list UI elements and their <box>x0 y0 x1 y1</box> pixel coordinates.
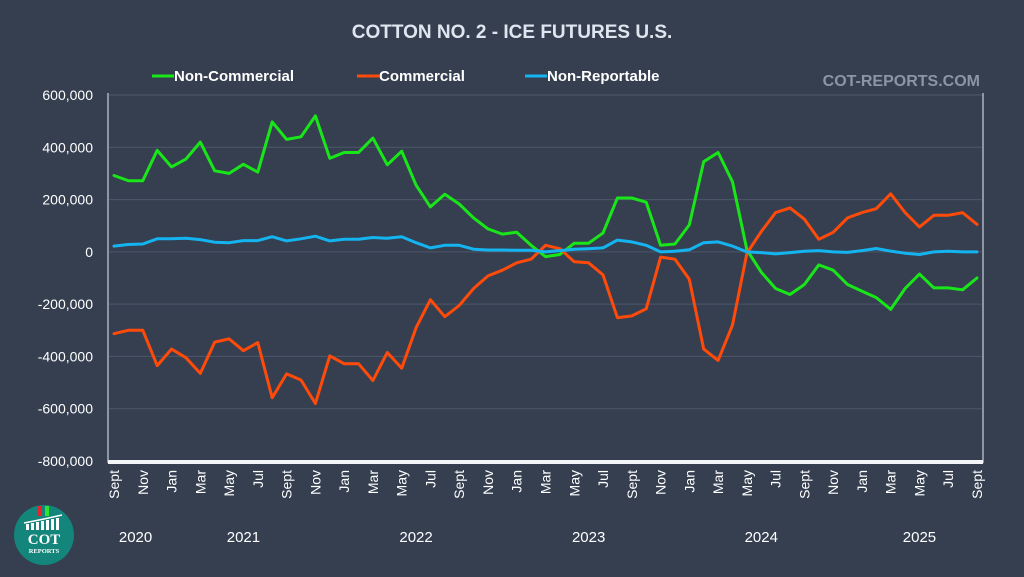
x-tick-label: Jan <box>336 470 352 493</box>
x-tick-label: May <box>221 470 237 496</box>
x-tick-label: Sept <box>796 470 812 499</box>
x-tick-label: Nov <box>653 470 669 495</box>
x-tick-label: Jan <box>854 470 870 493</box>
series-non-reportable <box>112 234 979 256</box>
legend: Non-Commercial Commercial Non-Reportable <box>152 68 660 85</box>
y-tick-label: -400,000 <box>38 348 93 364</box>
year-label: 2022 <box>399 529 432 546</box>
x-tick-label: Nov <box>480 470 496 495</box>
x-tick-label: May <box>739 470 755 496</box>
cot-reports-logo: COT REPORTS <box>14 505 74 565</box>
year-label: 2023 <box>572 529 605 546</box>
y-tick-label: -600,000 <box>38 401 93 417</box>
x-axis-line <box>108 460 983 464</box>
watermark: COT-REPORTS.COM <box>823 73 980 90</box>
y-tick-label: -200,000 <box>38 296 93 312</box>
y-tick-label: -800,000 <box>38 453 93 469</box>
legend-item: Commercial <box>357 68 465 85</box>
x-tick-label: May <box>911 470 927 496</box>
x-tick-label: Mar <box>538 470 554 494</box>
x-tick-label: Jan <box>681 470 697 493</box>
legend-item: Non-Commercial <box>152 68 294 85</box>
x-tick-label: May <box>566 470 582 496</box>
logo-bars-icon <box>23 514 63 530</box>
y-tick-label: 600,000 <box>42 87 93 103</box>
x-tick-label: Sept <box>624 470 640 499</box>
x-tick-label: Jul <box>940 470 956 488</box>
x-tick-label: Sept <box>106 470 122 499</box>
x-tick-label: Mar <box>883 470 899 494</box>
series-lines <box>112 114 979 405</box>
y-tick-label: 200,000 <box>42 192 93 208</box>
series-non-commercial <box>112 114 979 311</box>
plot-frame <box>107 93 984 464</box>
year-label: 2021 <box>227 529 260 546</box>
x-tick-label: Nov <box>135 470 151 495</box>
y-axis: 600,000 400,000 200,000 0 -200,000 -400,000 -6… <box>38 87 93 469</box>
x-tick-label: Jul <box>250 470 266 488</box>
logo-candle-red <box>38 506 42 516</box>
x-tick-label: Nov <box>307 470 323 495</box>
year-label: 2020 <box>119 529 152 546</box>
year-label: 2025 <box>903 529 936 546</box>
chart-title: COTTON NO. 2 - ICE FUTURES U.S. <box>352 22 673 43</box>
gridlines <box>108 94 983 410</box>
series-commercial <box>112 192 979 405</box>
x-tick-label: Sept <box>969 470 985 499</box>
x-tick-label: Nov <box>825 470 841 495</box>
year-label: 2024 <box>745 529 778 546</box>
legend-label: Non-Reportable <box>547 68 660 85</box>
x-tick-label: Jul <box>595 470 611 488</box>
legend-label: Non-Commercial <box>174 68 294 85</box>
x-tick-label: Jul <box>768 470 784 488</box>
x-tick-label: Mar <box>365 470 381 494</box>
x-tick-label: Jul <box>422 470 438 488</box>
legend-item: Non-Reportable <box>525 68 660 85</box>
x-tick-label: Jan <box>509 470 525 493</box>
logo-text-reports: REPORTS <box>29 548 60 555</box>
x-tick-label: Jan <box>164 470 180 493</box>
legend-label: Commercial <box>379 68 465 85</box>
x-axis: Sept Nov Jan Mar May Jul Sept Nov Jan Mar May Jul Se… <box>106 470 985 546</box>
logo-text-cot: COT <box>28 532 61 548</box>
x-tick-label: Mar <box>192 470 208 494</box>
x-tick-label: May <box>394 470 410 496</box>
x-tick-label: Sept <box>451 470 467 499</box>
x-tick-label: Mar <box>710 470 726 494</box>
logo-candle-green <box>45 506 49 516</box>
y-tick-label: 0 <box>85 244 93 260</box>
y-tick-label: 400,000 <box>42 139 93 155</box>
x-tick-label: Sept <box>279 470 295 499</box>
